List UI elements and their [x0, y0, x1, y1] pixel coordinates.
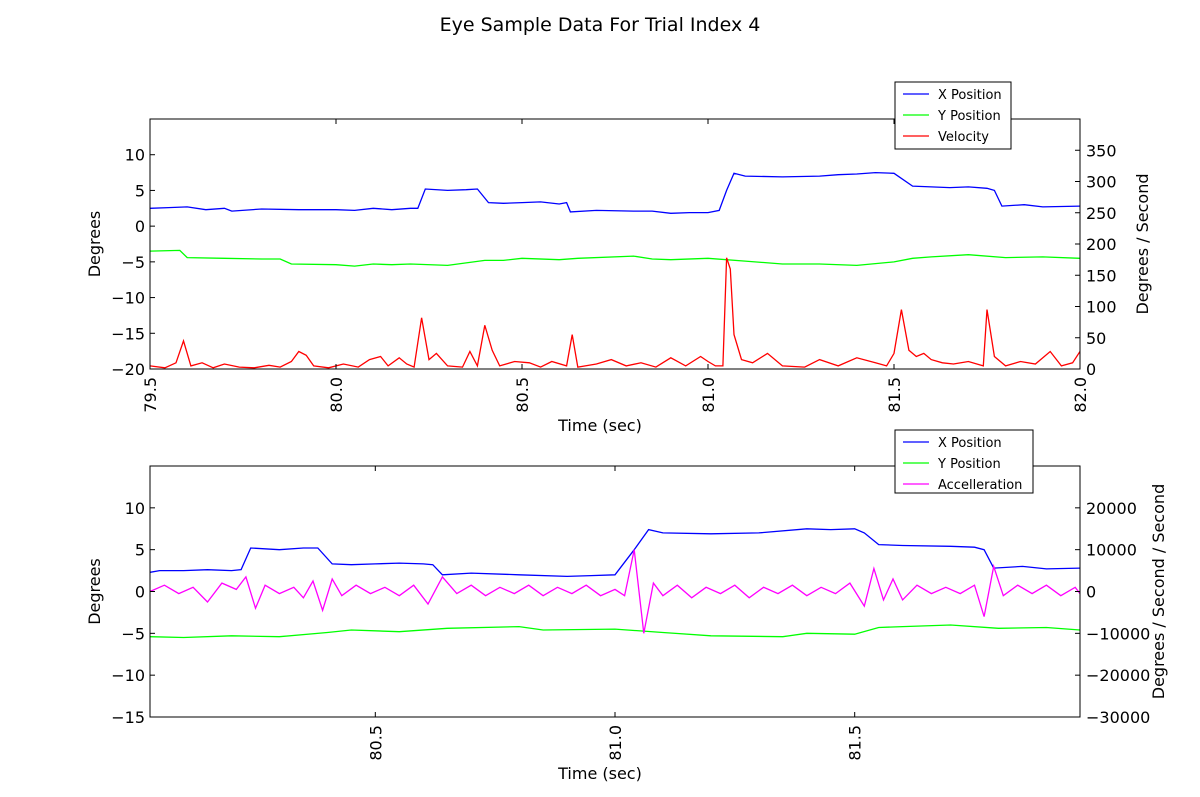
y2-tick-label: 0: [1086, 583, 1096, 602]
y-tick-label: 10: [125, 499, 145, 518]
series-line-x-position: [150, 171, 1080, 214]
y2-tick-label: 300: [1086, 173, 1117, 192]
y-tick-label: −15: [111, 324, 145, 343]
y-tick-label: −5: [121, 253, 145, 272]
y-tick-label: 5: [135, 181, 145, 200]
legend-label: Velocity: [938, 130, 989, 145]
y-tick-label: −15: [111, 708, 145, 727]
series-line-accelleration: [150, 549, 1080, 634]
legend-label: Accelleration: [938, 478, 1022, 493]
x-axis-title: Time (sec): [557, 416, 642, 435]
x-tick-label: 81.5: [885, 377, 904, 413]
x-tick-label: 81.5: [846, 725, 865, 761]
y2-axis-title: Degrees / Second / Second: [1149, 484, 1168, 699]
legend-box: [894, 429, 1034, 494]
x-tick-label: 80.5: [513, 377, 532, 413]
y2-tick-label: 0: [1086, 360, 1096, 379]
x-tick-label: 80.0: [327, 377, 346, 413]
y2-tick-label: 150: [1086, 266, 1117, 285]
series-line-y-position: [150, 624, 1080, 639]
series-line-x-position: [150, 528, 1080, 578]
legend: X Position Y Position Velocity: [894, 81, 1012, 150]
legend: X Position Y Position Accelleration: [894, 429, 1034, 494]
x-tick-label: 79.5: [141, 377, 160, 413]
legend-label: Y Position: [937, 457, 1001, 472]
y2-tick-label: 100: [1086, 298, 1117, 317]
legend-label: X Position: [938, 88, 1002, 103]
y2-tick-label: 50: [1086, 329, 1106, 348]
y2-axis-title: Degrees / Second: [1133, 173, 1152, 314]
y-tick-label: 5: [135, 541, 145, 560]
plot-frame: [149, 465, 1081, 718]
y-tick-label: −5: [121, 624, 145, 643]
series-line-y-position: [150, 249, 1080, 267]
legend-label: Y Position: [937, 109, 1001, 124]
y-axis-title: Degrees: [85, 558, 104, 625]
x-tick-label: 82.0: [1071, 377, 1090, 413]
y-tick-label: −20: [111, 360, 145, 379]
y-tick-label: 0: [135, 583, 145, 602]
acceleration-panel: 80.5 81.0 81.5 −15 −10 −5 0 5 10 −30000 −20000 −100…: [85, 429, 1168, 783]
figure-title: Eye Sample Data For Trial Index 4: [440, 14, 761, 36]
y-tick-label: 0: [135, 217, 145, 236]
plot-frame: [149, 118, 1081, 370]
y-tick-label: 10: [125, 146, 145, 165]
x-axis-title: Time (sec): [557, 764, 642, 783]
series-line-velocity: [150, 257, 1080, 369]
y2-tick-label: 350: [1086, 141, 1117, 160]
y-tick-label: −10: [111, 289, 145, 308]
legend-label: X Position: [938, 436, 1002, 451]
y2-tick-label: −10000: [1086, 624, 1150, 643]
x-tick-label: 80.5: [366, 725, 385, 761]
y2-tick-label: 20000: [1086, 499, 1137, 518]
y2-tick-label: 200: [1086, 235, 1117, 254]
y2-tick-label: 10000: [1086, 541, 1137, 560]
y2-tick-label: 250: [1086, 204, 1117, 223]
x-tick-label: 81.0: [699, 377, 718, 413]
velocity-panel: 79.5 80.0 80.5 81.0 81.5 82.0−20−15−10−505100…: [85, 81, 1152, 435]
y2-tick-label: −30000: [1086, 708, 1150, 727]
y-axis-title: Degrees: [85, 211, 104, 278]
x-tick-label: 81.0: [606, 725, 625, 761]
y-tick-label: −10: [111, 666, 145, 685]
y2-tick-label: −20000: [1086, 666, 1150, 685]
